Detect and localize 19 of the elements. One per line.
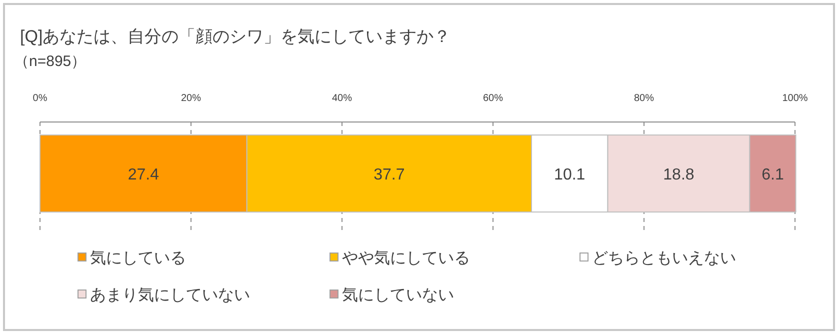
legend-label: 気にしている <box>90 250 186 267</box>
title: [Q]あなたは、自分の「顔のシワ」を気にしていますか？ <box>20 27 451 46</box>
x-tick-label: 0% <box>32 93 48 104</box>
x-tick-label: 80% <box>634 93 654 104</box>
x-tick-label: 40% <box>332 93 352 104</box>
data-label: 6.1 <box>762 166 784 184</box>
x-tick-label: 100% <box>782 93 808 104</box>
legend-label: どちらともいえない <box>592 250 736 267</box>
legend-label: 気にしていない <box>342 287 454 304</box>
x-tick-label: 60% <box>482 93 504 104</box>
legend-label: あまり気にしていない <box>90 287 250 304</box>
data-label: 27.4 <box>128 166 160 184</box>
data-label: 18.8 <box>663 166 694 184</box>
x-tick-label: 20% <box>180 93 202 104</box>
text: やや気にしている <box>342 250 470 267</box>
data-label: 37.7 <box>374 166 405 184</box>
subtitle: （n=895） <box>14 53 86 70</box>
data-label: 10.1 <box>554 166 586 184</box>
plot: 0% 20% 40% 60% 80% 100% 27.4 37.7 10.1 18.8 6.1 <box>32 93 808 232</box>
